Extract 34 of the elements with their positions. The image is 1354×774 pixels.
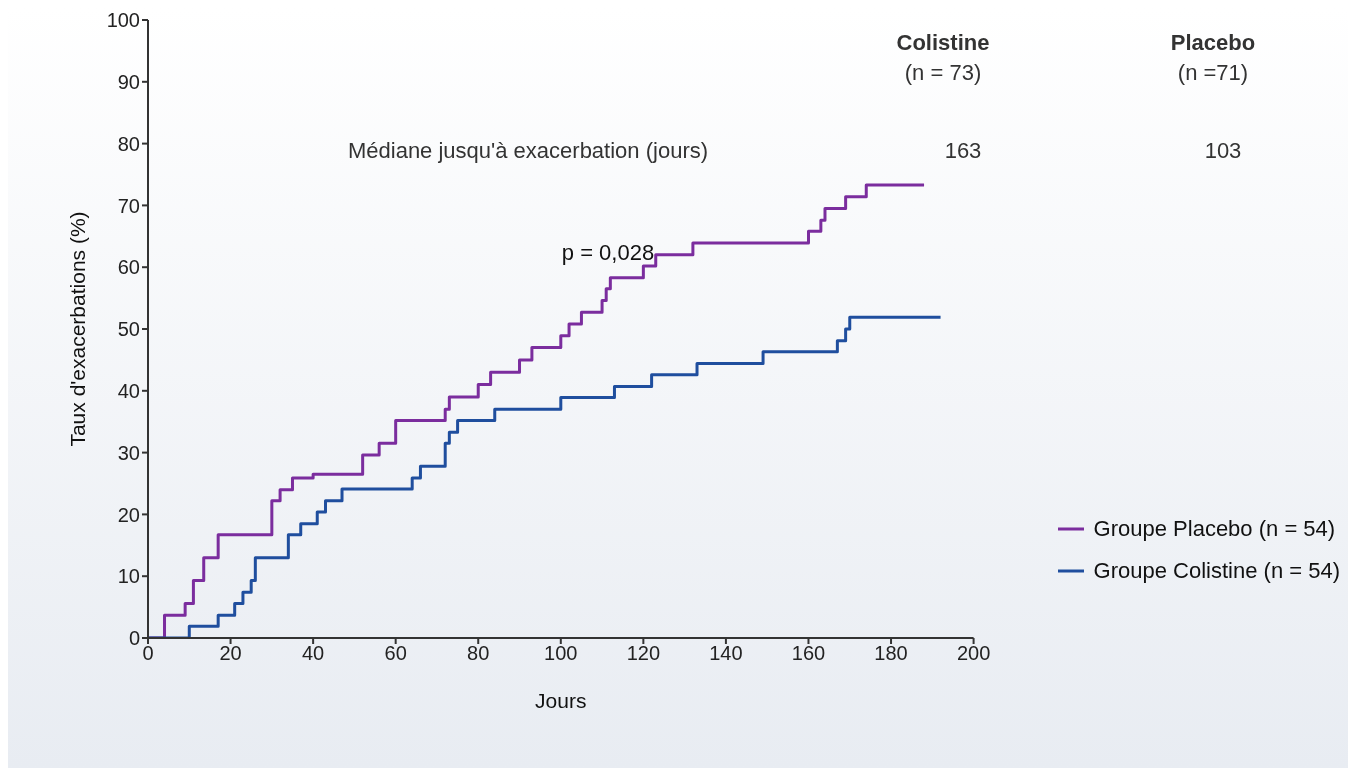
x-tick-label: 20 bbox=[219, 642, 242, 665]
legend-label: Groupe Placebo (n = 54) bbox=[1093, 516, 1336, 542]
text: Placebo bbox=[1170, 30, 1256, 56]
y-tick-label: 80 bbox=[117, 132, 140, 155]
y-tick-label: 70 bbox=[117, 194, 140, 217]
text: (n =71) bbox=[1177, 60, 1249, 86]
y-tick-label: 100 bbox=[106, 9, 140, 32]
y-tick-label: 90 bbox=[117, 70, 140, 93]
y-tick-label: 0 bbox=[128, 627, 140, 650]
x-tick-label: 40 bbox=[301, 642, 325, 665]
x-tick-label: 120 bbox=[626, 642, 661, 665]
x-tick-label: 140 bbox=[709, 642, 743, 665]
x-tick-label: 160 bbox=[791, 642, 826, 665]
y-tick-label: 60 bbox=[117, 256, 140, 279]
annotation: 163 bbox=[944, 138, 982, 164]
x-tick-label: 180 bbox=[874, 642, 908, 665]
y-tick-label: 10 bbox=[117, 565, 140, 588]
x-tick-label: 0 bbox=[142, 642, 154, 665]
x-tick-label: 60 bbox=[384, 642, 407, 665]
annotation: Médiane jusqu'à exacerbation (jours) bbox=[347, 138, 709, 164]
annotation: p = 0,028 bbox=[561, 240, 655, 266]
annotation: Colistine bbox=[896, 30, 990, 56]
y-tick-label: 30 bbox=[117, 441, 140, 464]
text: 103 bbox=[1204, 138, 1242, 164]
x-tick-label: 100 bbox=[544, 642, 578, 665]
y-axis-title: Taux d'exacerbations (%) bbox=[66, 211, 90, 447]
legend-label: Groupe Colistine (n = 54) bbox=[1093, 558, 1340, 584]
x-axis-title: Jours bbox=[535, 689, 587, 712]
x-tick-label: 80 bbox=[467, 642, 490, 665]
y-tick-label: 50 bbox=[117, 318, 140, 341]
x-tick-label: 200 bbox=[956, 642, 991, 665]
annotation: (n = 73) bbox=[904, 60, 982, 86]
y-tick-label: 40 bbox=[117, 379, 140, 402]
y-tick-label: 20 bbox=[117, 503, 140, 526]
